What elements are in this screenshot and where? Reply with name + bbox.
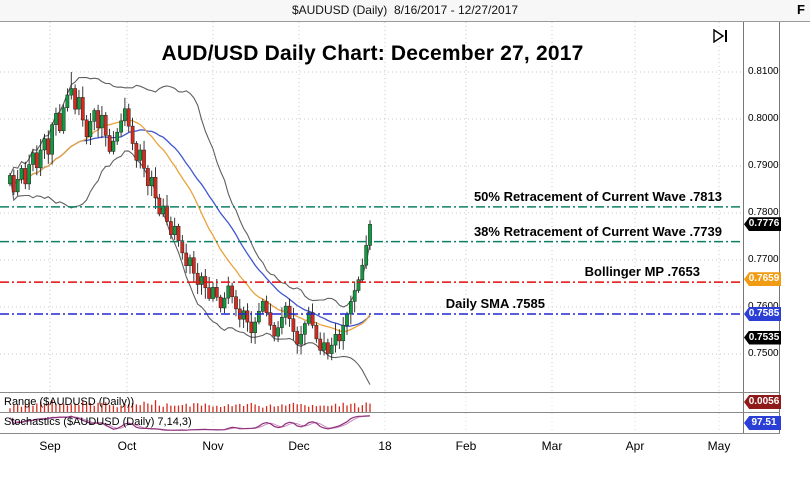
price-axis-label: 0.7700 — [748, 254, 779, 265]
price-axis-label: 0.7900 — [748, 160, 779, 171]
time-axis-label: Mar — [541, 439, 563, 453]
annotation-label[interactable]: 50% Retracement of Current Wave .7813 — [473, 188, 722, 204]
time-axis-label: Apr — [625, 439, 645, 453]
time-axis-label: 18 — [378, 439, 392, 453]
time-axis[interactable]: Sep Oct Nov Dec 18 Feb Mar Apr May — [0, 434, 780, 458]
stochastics-indicator-panel[interactable]: Stochastics ($AUDUSD (Daily) 7,14,3) — [0, 413, 743, 433]
price-axis-label: 0.7800 — [748, 207, 779, 218]
chart-title: AUD/USD Daily Chart: December 27, 2017 — [161, 42, 584, 65]
stochastics-value-badge: 97.51 — [744, 416, 781, 430]
candles-layer — [8, 72, 372, 361]
annotation-label[interactable]: Bollinger MP .7653 — [584, 264, 700, 280]
range-panel-label: Range ($AUDUSD (Daily)) — [4, 396, 135, 408]
range-indicator-panel[interactable]: Range ($AUDUSD (Daily)) — [0, 393, 743, 412]
panel-separator — [0, 392, 780, 393]
annotation-label[interactable]: Daily SMA .7585 — [445, 296, 545, 312]
time-axis-label: Dec — [288, 439, 310, 453]
price-axis-label: 0.8000 — [748, 113, 779, 124]
candlestick-chart[interactable] — [0, 22, 745, 392]
price-axis-label: 0.8100 — [748, 66, 779, 77]
time-axis-label: Sep — [39, 439, 61, 453]
time-axis-label: Nov — [202, 439, 224, 453]
time-axis-label: Feb — [455, 439, 477, 453]
price-axis-label: 0.7500 — [748, 348, 779, 359]
skip-to-end-icon[interactable] — [711, 28, 731, 44]
price-axis-label: 0.7600 — [748, 301, 779, 312]
bollinger-upper-band — [9, 76, 371, 308]
time-axis-label: May — [707, 439, 731, 453]
price-badge: 0.7776 — [744, 217, 781, 232]
range-value-badge: 0.0056 — [744, 395, 781, 409]
panel-separator — [0, 433, 780, 434]
daily-sma-line — [9, 129, 371, 327]
window-title: $AUDUSD (Daily) 8/16/2017 - 12/27/2017 — [291, 3, 519, 17]
main-chart-area[interactable]: AUD/USD Daily Chart: December 27, 2017 5… — [0, 22, 745, 392]
price-badge: 0.7659 — [744, 272, 781, 287]
annotation-label[interactable]: 38% Retracement of Current Wave .7739 — [473, 223, 722, 239]
window-titlebar: $AUDUSD (Daily) 8/16/2017 - 12/27/2017 F — [0, 0, 810, 22]
corner-letter: F — [797, 2, 805, 17]
stochastics-indicator-plot — [9, 413, 720, 433]
price-badge: 0.7585 — [744, 307, 781, 322]
stochastics-panel-label: Stochastics ($AUDUSD (Daily) 7,14,3) — [4, 416, 192, 428]
panel-separator — [0, 412, 780, 413]
stochastics-k-line — [9, 415, 371, 431]
range-indicator-plot — [9, 393, 720, 412]
price-badge: 0.7535 — [744, 330, 781, 345]
price-axis[interactable]: 0.8100 0.8000 0.7900 0.7800 0.7700 0.7600 0.75… — [743, 22, 781, 433]
time-axis-label: Oct — [117, 439, 137, 453]
